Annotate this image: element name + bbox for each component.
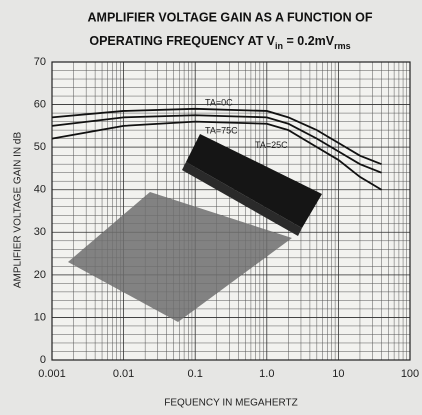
y-tick-label: 0 xyxy=(40,354,46,366)
series-label: TA=25C xyxy=(255,140,288,150)
subtitle-part: in xyxy=(275,41,283,51)
x-tick-label: 1.0 xyxy=(259,368,274,380)
y-tick-label: 10 xyxy=(34,311,46,323)
series-label: TA=0C xyxy=(205,97,233,107)
plot-frame xyxy=(51,61,411,361)
y-axis-label: AMPLIFIER VOLTAGE GAIN IN dB xyxy=(13,132,24,289)
chip-body xyxy=(186,134,322,228)
x-tick-label: 0.001 xyxy=(38,368,66,380)
y-tick-label: 60 xyxy=(34,98,46,110)
series-line xyxy=(51,120,382,191)
chart-title: AMPLIFIER VOLTAGE GAIN AS A FUNCTION OF xyxy=(88,10,373,24)
x-tick-label: 0.1 xyxy=(188,368,203,380)
y-tick-label: 30 xyxy=(34,226,46,238)
chip-side xyxy=(182,162,302,236)
x-tick-label: 100 xyxy=(401,368,419,380)
subtitle-part: = 0.2mV xyxy=(283,34,335,48)
chip-photo xyxy=(68,134,322,322)
subtitle-part: rms xyxy=(334,41,351,51)
chart-subtitle: OPERATING FREQUENCY AT Vin = 0.2mVrms xyxy=(89,34,350,51)
x-tick-label: 10 xyxy=(332,368,344,380)
subtitle-part: OPERATING FREQUENCY AT V xyxy=(89,34,275,48)
series-line xyxy=(51,107,382,166)
series-label: TA=75C xyxy=(205,126,238,136)
y-tick-label: 20 xyxy=(34,269,46,281)
y-tick-label: 70 xyxy=(34,56,46,68)
series-line xyxy=(51,114,382,174)
y-tick-label: 50 xyxy=(34,141,46,153)
x-tick-label: 0.01 xyxy=(113,368,134,380)
chip-shadow xyxy=(68,192,292,322)
y-tick-label: 40 xyxy=(34,184,46,196)
x-axis-label: FEQUENCY IN MEGAHERTZ xyxy=(164,398,298,409)
